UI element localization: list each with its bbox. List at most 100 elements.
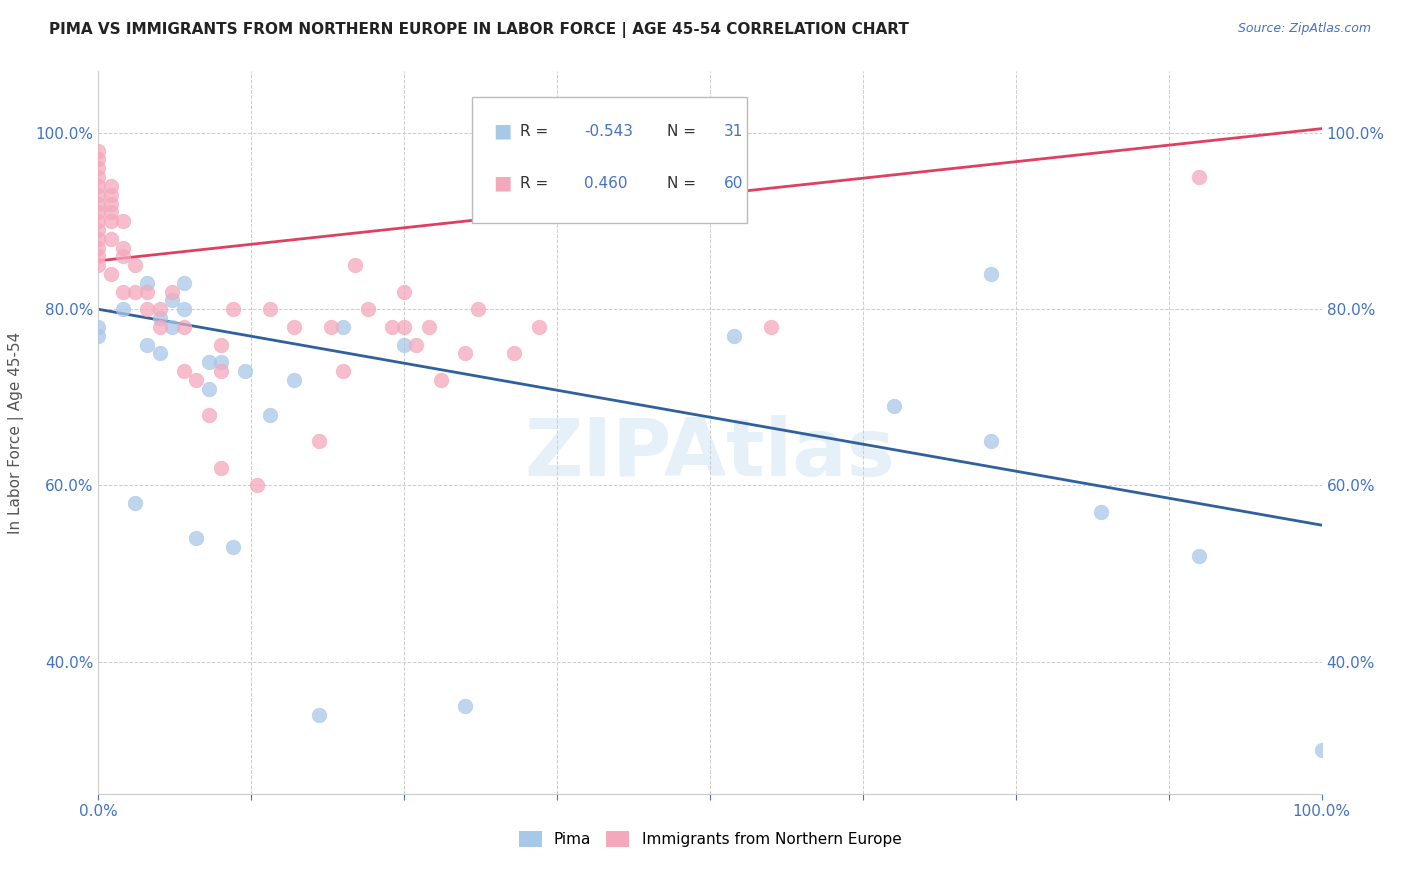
Point — [124, 258, 146, 272]
Text: R =: R = — [520, 176, 554, 191]
Point — [454, 346, 477, 360]
Point — [173, 302, 195, 317]
Point — [111, 249, 134, 263]
Text: 0.460: 0.460 — [583, 176, 627, 191]
Point — [87, 249, 110, 263]
Point — [87, 187, 110, 202]
Text: PIMA VS IMMIGRANTS FROM NORTHERN EUROPE IN LABOR FORCE | AGE 45-54 CORRELATION C: PIMA VS IMMIGRANTS FROM NORTHERN EUROPE … — [49, 22, 910, 38]
Point — [1310, 743, 1333, 757]
Point — [883, 399, 905, 413]
Text: Source: ZipAtlas.com: Source: ZipAtlas.com — [1237, 22, 1371, 36]
Point — [87, 241, 110, 255]
Point — [186, 373, 208, 387]
Point — [149, 319, 172, 334]
Point — [149, 346, 172, 360]
Point — [100, 205, 122, 219]
Text: 60: 60 — [724, 176, 742, 191]
Point — [197, 408, 219, 422]
Legend: Pima, Immigrants from Northern Europe: Pima, Immigrants from Northern Europe — [510, 823, 910, 855]
Point — [259, 302, 281, 317]
Point — [87, 319, 110, 334]
Point — [136, 337, 159, 351]
Point — [173, 364, 195, 378]
Point — [136, 276, 159, 290]
Point — [308, 434, 330, 449]
FancyBboxPatch shape — [471, 96, 747, 223]
Text: ■: ■ — [494, 122, 512, 141]
Point — [392, 319, 416, 334]
Point — [527, 319, 550, 334]
Point — [418, 319, 440, 334]
Point — [1090, 505, 1112, 519]
Point — [160, 293, 183, 308]
Point — [87, 161, 110, 176]
Point — [186, 532, 208, 546]
Point — [87, 178, 110, 193]
Point — [454, 698, 477, 713]
Point — [344, 258, 367, 272]
Point — [87, 223, 110, 237]
Point — [100, 267, 122, 281]
Point — [392, 285, 416, 299]
Point — [136, 302, 159, 317]
Point — [761, 319, 783, 334]
Point — [149, 302, 172, 317]
Point — [1188, 549, 1211, 563]
Y-axis label: In Labor Force | Age 45-54: In Labor Force | Age 45-54 — [8, 332, 24, 533]
Point — [100, 196, 122, 211]
Point — [980, 267, 1002, 281]
Text: 31: 31 — [724, 124, 742, 139]
Point — [319, 319, 342, 334]
Point — [467, 302, 489, 317]
Point — [209, 461, 232, 475]
Point — [392, 337, 416, 351]
Point — [100, 187, 122, 202]
Point — [197, 382, 219, 396]
Point — [356, 302, 378, 317]
Point — [111, 214, 134, 228]
Point — [136, 285, 159, 299]
Point — [405, 337, 427, 351]
Point — [246, 478, 269, 492]
Point — [173, 276, 195, 290]
Point — [723, 328, 745, 343]
Text: -0.543: -0.543 — [583, 124, 633, 139]
Point — [222, 302, 245, 317]
Point — [1188, 170, 1211, 185]
Point — [160, 319, 183, 334]
Point — [308, 707, 330, 722]
Point — [283, 319, 305, 334]
Point — [111, 285, 134, 299]
Point — [209, 355, 232, 369]
Point — [87, 328, 110, 343]
Point — [233, 364, 256, 378]
Point — [173, 319, 195, 334]
Point — [100, 214, 122, 228]
Text: R =: R = — [520, 124, 554, 139]
Point — [87, 258, 110, 272]
Text: ■: ■ — [494, 174, 512, 193]
Point — [100, 232, 122, 246]
Point — [124, 496, 146, 510]
Point — [283, 373, 305, 387]
Point — [100, 178, 122, 193]
Point — [332, 364, 354, 378]
Point — [160, 285, 183, 299]
Point — [87, 196, 110, 211]
Point — [430, 373, 453, 387]
Point — [332, 319, 354, 334]
Point — [209, 337, 232, 351]
Point — [197, 355, 219, 369]
Point — [87, 153, 110, 167]
Point — [111, 241, 134, 255]
Text: ZIPAtlas: ZIPAtlas — [524, 416, 896, 493]
Point — [209, 364, 232, 378]
Point — [222, 540, 245, 554]
Point — [980, 434, 1002, 449]
Point — [87, 232, 110, 246]
Point — [87, 144, 110, 158]
Point — [87, 214, 110, 228]
Point — [87, 170, 110, 185]
Point — [503, 346, 526, 360]
Text: N =: N = — [668, 124, 702, 139]
